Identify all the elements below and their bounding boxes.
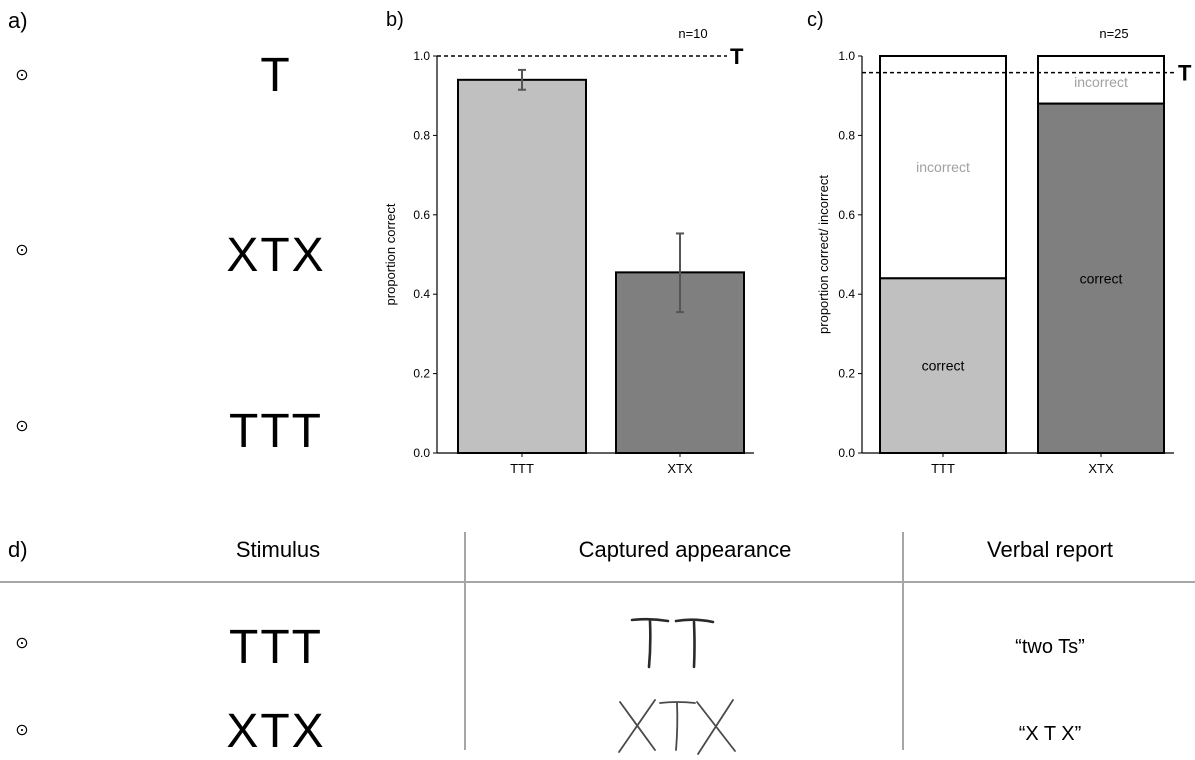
y-axis-label: proportion correct/ incorrect [816, 175, 831, 334]
row-stimulus: XTX [226, 705, 326, 758]
bar [457, 78, 587, 454]
y-tick-label: 1.0 [413, 49, 430, 63]
y-tick-label: 0.6 [838, 208, 855, 222]
chart-panel-b: b) 0.0 0.2 0.4 0.6 0.8 1.0 proportion correct n=… [383, 9, 754, 476]
row-report: “X T X” [1018, 723, 1082, 745]
captured-drawing [618, 699, 736, 755]
y-tick-label: 0.8 [413, 128, 430, 142]
y-tick-label: 0.6 [413, 208, 430, 222]
reference-line-label: T [730, 44, 744, 69]
fixation-point-icon: ⊙ [15, 418, 29, 435]
y-tick-label: 0.4 [838, 287, 855, 301]
x-tick-label: TTT [931, 461, 955, 476]
x-tick-label: TTT [510, 461, 534, 476]
header-captured-appearance: Captured appearance [578, 537, 792, 562]
bar-label-incorrect: incorrect [916, 159, 970, 175]
bar-segment-incorrect [1037, 55, 1165, 105]
y-tick-label: 1.0 [838, 49, 855, 63]
fixation-point-icon: ⊙ [15, 242, 29, 259]
y-tick-label: 0.8 [838, 128, 855, 142]
bar-label-correct: correct [922, 358, 965, 374]
sample-size-label: n=10 [678, 26, 707, 41]
bar-segment-correct [879, 277, 1007, 454]
stimulus-xtx: XTX [226, 229, 326, 282]
captured-drawing [630, 617, 715, 669]
fixation-point-icon: ⊙ [15, 67, 29, 84]
table-header-divider [0, 581, 1195, 583]
x-tick-label: XTX [667, 461, 693, 476]
bar-segment-incorrect [879, 55, 1007, 280]
fixation-point-icon: ⊙ [15, 722, 29, 739]
y-tick-label: 0.0 [838, 446, 855, 460]
header-stimulus: Stimulus [235, 537, 321, 562]
panel-a-label: a) [8, 8, 28, 33]
panel-label: b) [386, 9, 404, 31]
column-divider [902, 532, 904, 750]
y-tick-label: 0.2 [838, 367, 855, 381]
y-tick-label: 0.2 [413, 367, 430, 381]
y-tick-label: 0.4 [413, 287, 430, 301]
x-tick-label: XTX [1088, 461, 1114, 476]
chart-panel-c: c) 0.0 0.2 0.4 0.6 0.8 1.0 proportion correct/ … [807, 9, 1192, 476]
header-verbal-report: Verbal report [987, 537, 1113, 562]
panel-label: c) [807, 9, 824, 31]
y-tick-label: 0.0 [413, 446, 430, 460]
row-stimulus: TTT [229, 621, 323, 674]
column-divider [464, 532, 466, 750]
bar-label-incorrect: incorrect [1074, 74, 1128, 90]
y-axis-label: proportion correct [383, 203, 398, 305]
reference-line-label: T [1178, 61, 1192, 86]
bar-label-correct: correct [1080, 270, 1123, 286]
sample-size-label: n=25 [1099, 26, 1128, 41]
fixation-point-icon: ⊙ [15, 635, 29, 652]
stimulus-ttt: TTT [229, 405, 323, 458]
stimulus-single-t: T [260, 49, 292, 102]
row-report: “two Ts” [1015, 636, 1085, 658]
panel-d-label: d) [8, 537, 28, 562]
